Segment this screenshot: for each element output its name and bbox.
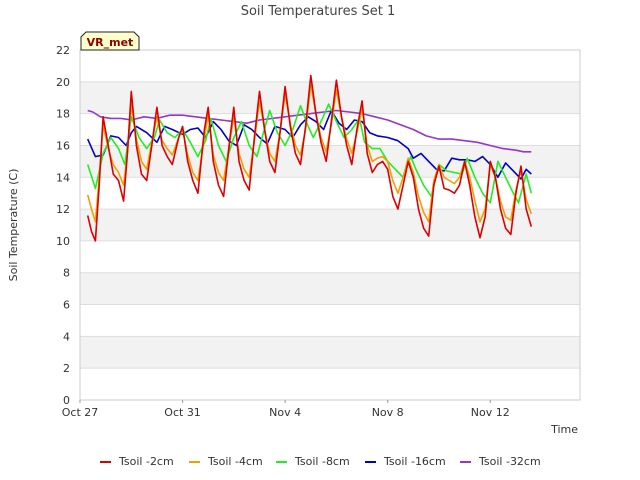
band-20 bbox=[80, 50, 580, 82]
x-tick-label: Nov 12 bbox=[471, 406, 510, 419]
x-tick-label: Oct 31 bbox=[164, 406, 201, 419]
legend-label: Tsoil -4cm bbox=[207, 455, 263, 468]
band-6 bbox=[80, 272, 580, 305]
y-tick-label: 2 bbox=[63, 362, 70, 375]
y-tick-label: 14 bbox=[56, 171, 70, 184]
y-tick-label: 18 bbox=[56, 108, 70, 121]
y-tick-labels: 0 2 4 6 8 10 12 14 16 18 20 22 bbox=[56, 44, 70, 407]
y-tick-label: 22 bbox=[56, 44, 70, 57]
x-tick-label: Nov 4 bbox=[269, 406, 301, 419]
band-8 bbox=[80, 240, 580, 273]
legend-item: Tsoil -16cm bbox=[365, 455, 446, 468]
y-tick-label: 6 bbox=[63, 299, 70, 312]
y-tick-label: 10 bbox=[56, 235, 70, 248]
series-lines bbox=[86, 74, 533, 242]
legend-item: Tsoil -32cm bbox=[460, 455, 541, 468]
series-line-tsoil-2cm bbox=[86, 74, 533, 242]
legend-item: Tsoil -2cm bbox=[100, 455, 174, 468]
legend-item: Tsoil -4cm bbox=[189, 455, 263, 468]
y-axis-label: Soil Temperature (C) bbox=[7, 169, 20, 282]
band-4 bbox=[80, 304, 580, 337]
station-badge-shape bbox=[80, 31, 140, 51]
y-tick-label: 4 bbox=[63, 330, 70, 343]
band-10 bbox=[80, 209, 580, 241]
legend-label: Tsoil -32cm bbox=[478, 455, 541, 468]
x-axis-label: Time bbox=[550, 423, 578, 436]
y-tick-label: 0 bbox=[63, 394, 70, 407]
station-badge: VR_met bbox=[80, 31, 140, 51]
x-tick-labels: Oct 27 Oct 31 Nov 4 Nov 8 Nov 12 bbox=[62, 400, 510, 419]
legend-label: Tsoil -2cm bbox=[118, 455, 174, 468]
band-2 bbox=[80, 336, 580, 369]
legend-item: Tsoil -8cm bbox=[276, 455, 350, 468]
y-tick-label: 8 bbox=[63, 267, 70, 280]
y-tick-label: 16 bbox=[56, 139, 70, 152]
legend-label: Tsoil -8cm bbox=[294, 455, 350, 468]
band-14 bbox=[80, 145, 580, 178]
x-tick-label: Oct 27 bbox=[62, 406, 99, 419]
y-tick-label: 20 bbox=[56, 76, 70, 89]
chart-title: Soil Temperatures Set 1 bbox=[241, 4, 396, 19]
legend: Tsoil -2cm Tsoil -4cm Tsoil -8cm Tsoil -16c… bbox=[100, 455, 541, 468]
band-12 bbox=[80, 177, 580, 210]
band-0 bbox=[80, 368, 580, 400]
station-badge-label: VR_met bbox=[87, 36, 134, 49]
plot-frame bbox=[79, 49, 581, 401]
legend-label: Tsoil -16cm bbox=[383, 455, 446, 468]
y-tick-label: 12 bbox=[56, 203, 70, 216]
x-tick-label: Nov 8 bbox=[372, 406, 404, 419]
